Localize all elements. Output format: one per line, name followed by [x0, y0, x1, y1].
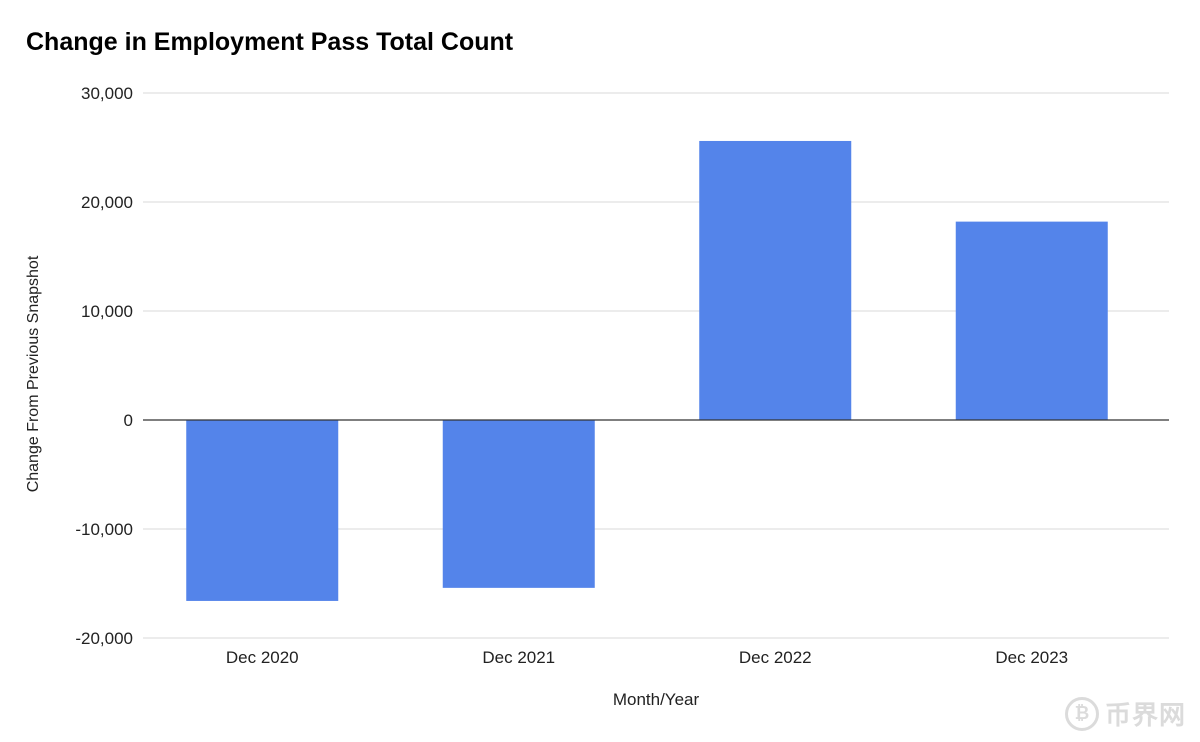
x-tick-labels: Dec 2020 Dec 2021 Dec 2022 Dec 2023 — [226, 648, 1068, 667]
bar-dec-2020 — [186, 420, 339, 601]
coin-icon: ₿ — [1064, 696, 1099, 731]
x-tick-label: Dec 2023 — [995, 648, 1068, 667]
y-tick-label: 30,000 — [81, 84, 133, 103]
y-axis-label: Change From Previous Snapshot — [25, 255, 42, 493]
bar-dec-2021 — [442, 420, 595, 588]
chart-title: Change in Employment Pass Total Count — [26, 28, 514, 56]
x-tick-label: Dec 2020 — [226, 648, 299, 667]
x-tick-label: Dec 2022 — [739, 648, 812, 667]
bars — [143, 140, 1169, 601]
y-tick-labels: 30,000 20,000 10,000 0 -10,000 -20,000 — [75, 84, 133, 648]
watermark-logo: ₿ 币界网 — [1064, 695, 1186, 732]
x-tick-label: Dec 2021 — [482, 648, 555, 667]
y-tick-label: -20,000 — [75, 629, 133, 648]
y-tick-label: 10,000 — [81, 302, 133, 321]
y-tick-label: 20,000 — [81, 193, 133, 212]
x-axis-label: Month/Year — [612, 690, 700, 709]
watermark-text: 币界网 — [1104, 700, 1186, 730]
y-tick-label: -10,000 — [75, 520, 133, 539]
bar-dec-2022 — [699, 140, 852, 420]
bar-dec-2023 — [955, 221, 1108, 420]
y-tick-label: 0 — [124, 411, 133, 430]
